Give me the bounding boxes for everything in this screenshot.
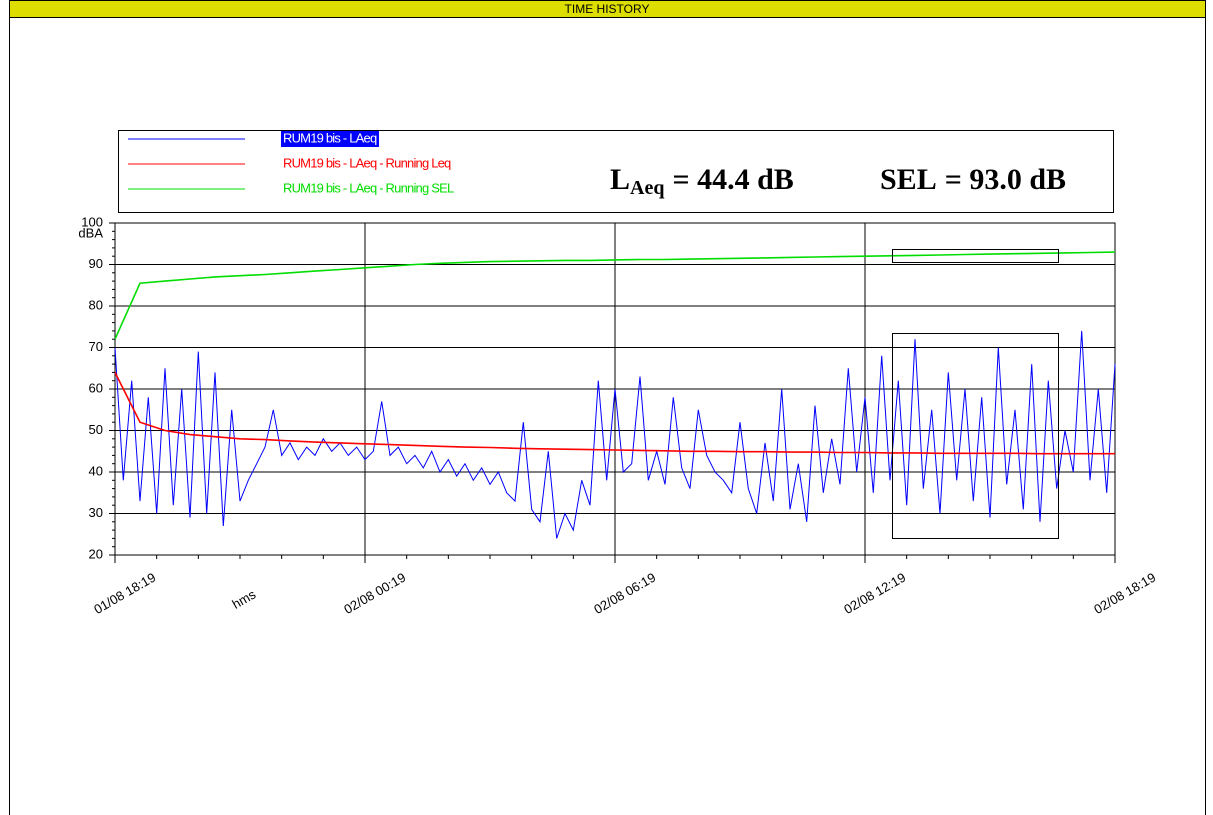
series-line (114, 330, 1116, 539)
x-axis-label: hms (229, 586, 258, 612)
zoom-box (892, 333, 1059, 539)
y-tick-label: 60 (89, 380, 103, 395)
y-tick-label: 30 (89, 505, 103, 520)
legend-highlight (281, 131, 379, 147)
annotation-subscript: Aeq (630, 177, 664, 199)
y-axis-label: dBA (78, 225, 103, 240)
y-tick-label: 90 (89, 256, 103, 271)
annotation: SEL = 93.0 dB (880, 163, 1066, 196)
zoom-box (892, 249, 1059, 263)
x-tick-label: 02/08 06:19 (591, 570, 658, 617)
panel-border (9, 0, 1206, 815)
y-tick-label: 100 (81, 214, 103, 229)
y-tick-label: 50 (89, 422, 103, 437)
annotation: LAeq = 44.4 dB (610, 163, 794, 199)
y-tick-label: 20 (89, 546, 103, 561)
annotation-text: = 93.0 dB (945, 163, 1066, 196)
y-tick-label: 70 (89, 339, 103, 354)
annotation-symbol: SEL (880, 163, 937, 196)
legend-box (118, 130, 1114, 213)
annotation-symbol: L (610, 163, 630, 196)
series-line (114, 251, 1116, 340)
header-title: TIME HISTORY (565, 2, 650, 16)
series-line (114, 372, 1115, 455)
x-tick-label: 02/08 12:19 (841, 570, 908, 617)
x-tick-label: 02/08 00:19 (341, 570, 408, 617)
legend-label: RUM19 bis - LAeq (283, 130, 377, 145)
header-bar (9, 0, 1206, 18)
x-tick-label: 01/08 18:19 (91, 570, 158, 617)
y-tick-label: 40 (89, 463, 103, 478)
plot-area (114, 222, 1116, 556)
y-tick-label: 80 (89, 297, 103, 312)
legend-label: RUM19 bis - LAeq - Running Leq (283, 155, 451, 170)
legend-label: RUM19 bis - LAeq - Running SEL (283, 180, 454, 195)
x-tick-label: 02/08 18:19 (1091, 570, 1158, 617)
annotation-text: = 44.4 dB (672, 163, 793, 196)
